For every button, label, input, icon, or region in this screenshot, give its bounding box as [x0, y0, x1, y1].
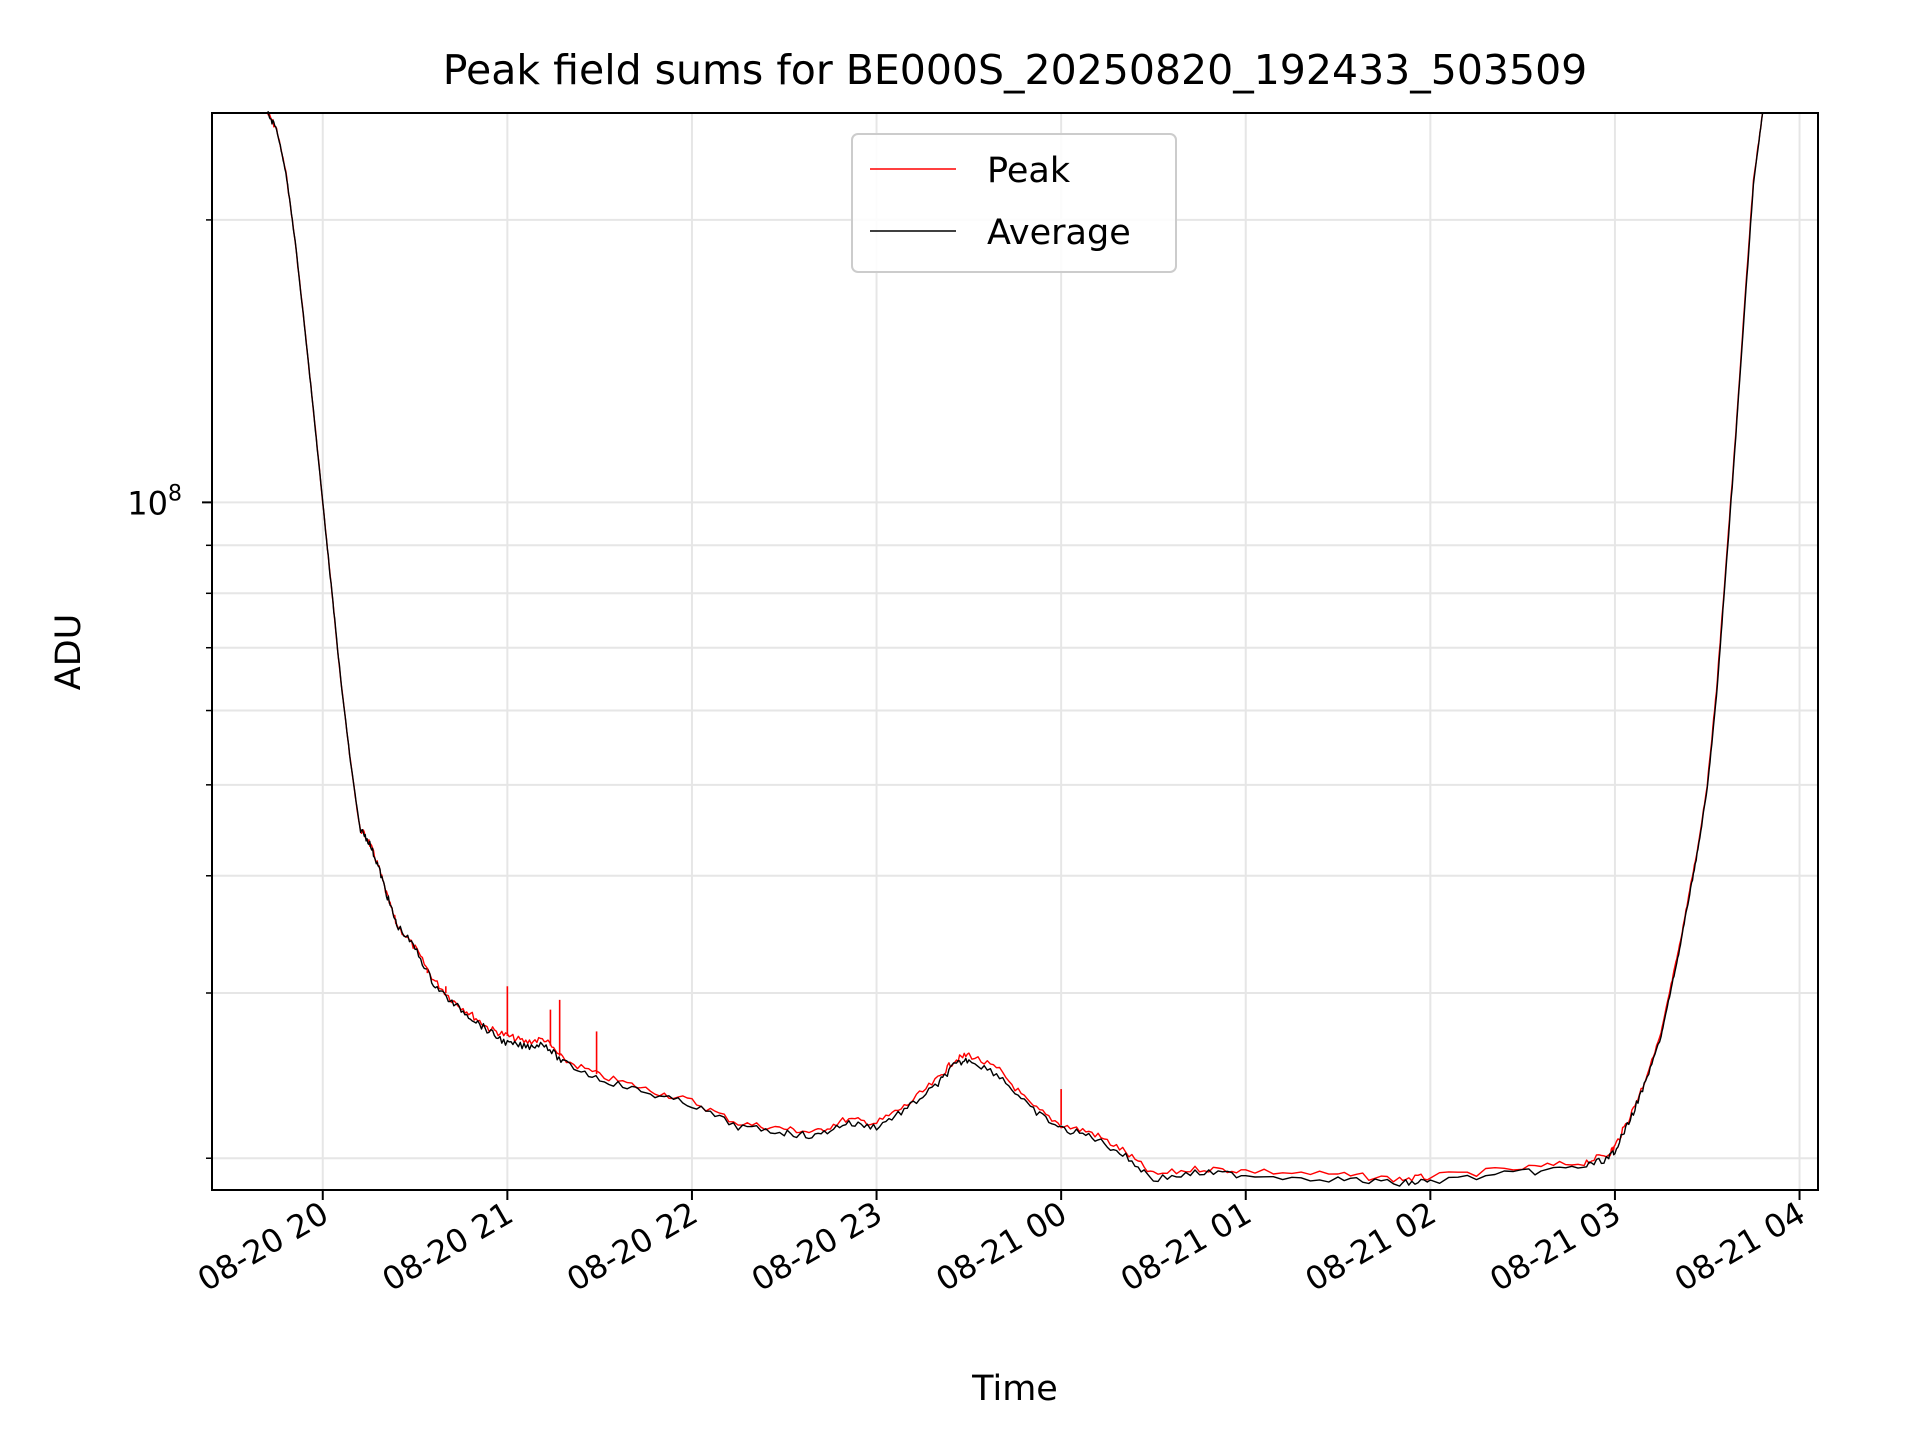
y-tick-label: 108: [127, 481, 182, 522]
legend: Peak Average: [851, 133, 1177, 273]
y-axis: 108: [127, 219, 212, 1159]
legend-label-peak: Peak: [987, 151, 1071, 191]
grid: [212, 113, 1818, 1190]
series-layer: [266, 111, 1764, 1187]
x-axis-label: Time: [971, 1369, 1058, 1409]
chart-title: Peak field sums for BE000S_20250820_1924…: [443, 46, 1588, 94]
series-line-average: [267, 111, 1764, 1187]
plot-area: [212, 113, 1818, 1190]
y-axis-label: ADU: [49, 614, 89, 691]
legend-label-average: Average: [987, 213, 1131, 253]
plot-frame: [211, 112, 1819, 1191]
